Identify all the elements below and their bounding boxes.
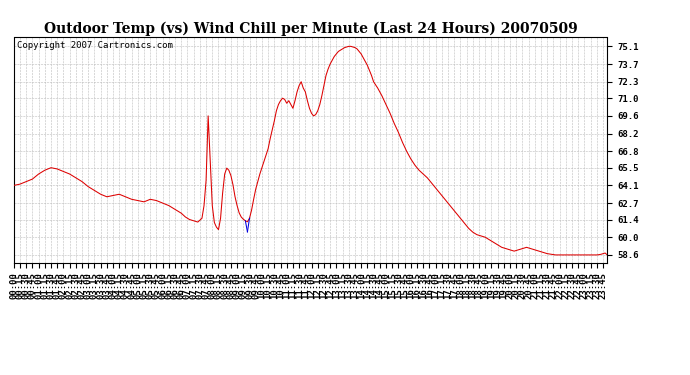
- Title: Outdoor Temp (vs) Wind Chill per Minute (Last 24 Hours) 20070509: Outdoor Temp (vs) Wind Chill per Minute …: [43, 22, 578, 36]
- Text: Copyright 2007 Cartronics.com: Copyright 2007 Cartronics.com: [17, 41, 172, 50]
